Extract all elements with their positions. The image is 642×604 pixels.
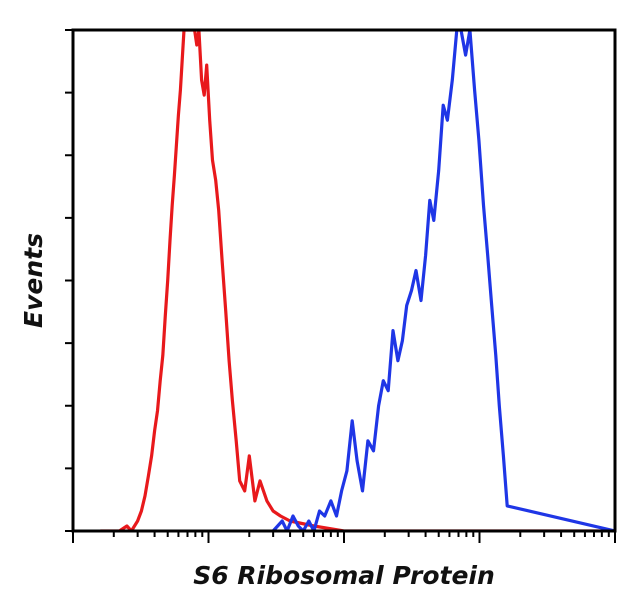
plot-frame [71, 28, 617, 533]
x-axis-ticks [72, 531, 616, 543]
series-layer [99, 30, 615, 531]
y-axis-ticks [65, 29, 73, 532]
histogram-series-line-1 [99, 30, 615, 531]
y-axis-title: Events [19, 233, 48, 328]
x-axis-title: S6 Ribosomal Protein [193, 561, 495, 590]
plot-area [65, 28, 617, 543]
histogram-series-line-2 [271, 30, 615, 531]
